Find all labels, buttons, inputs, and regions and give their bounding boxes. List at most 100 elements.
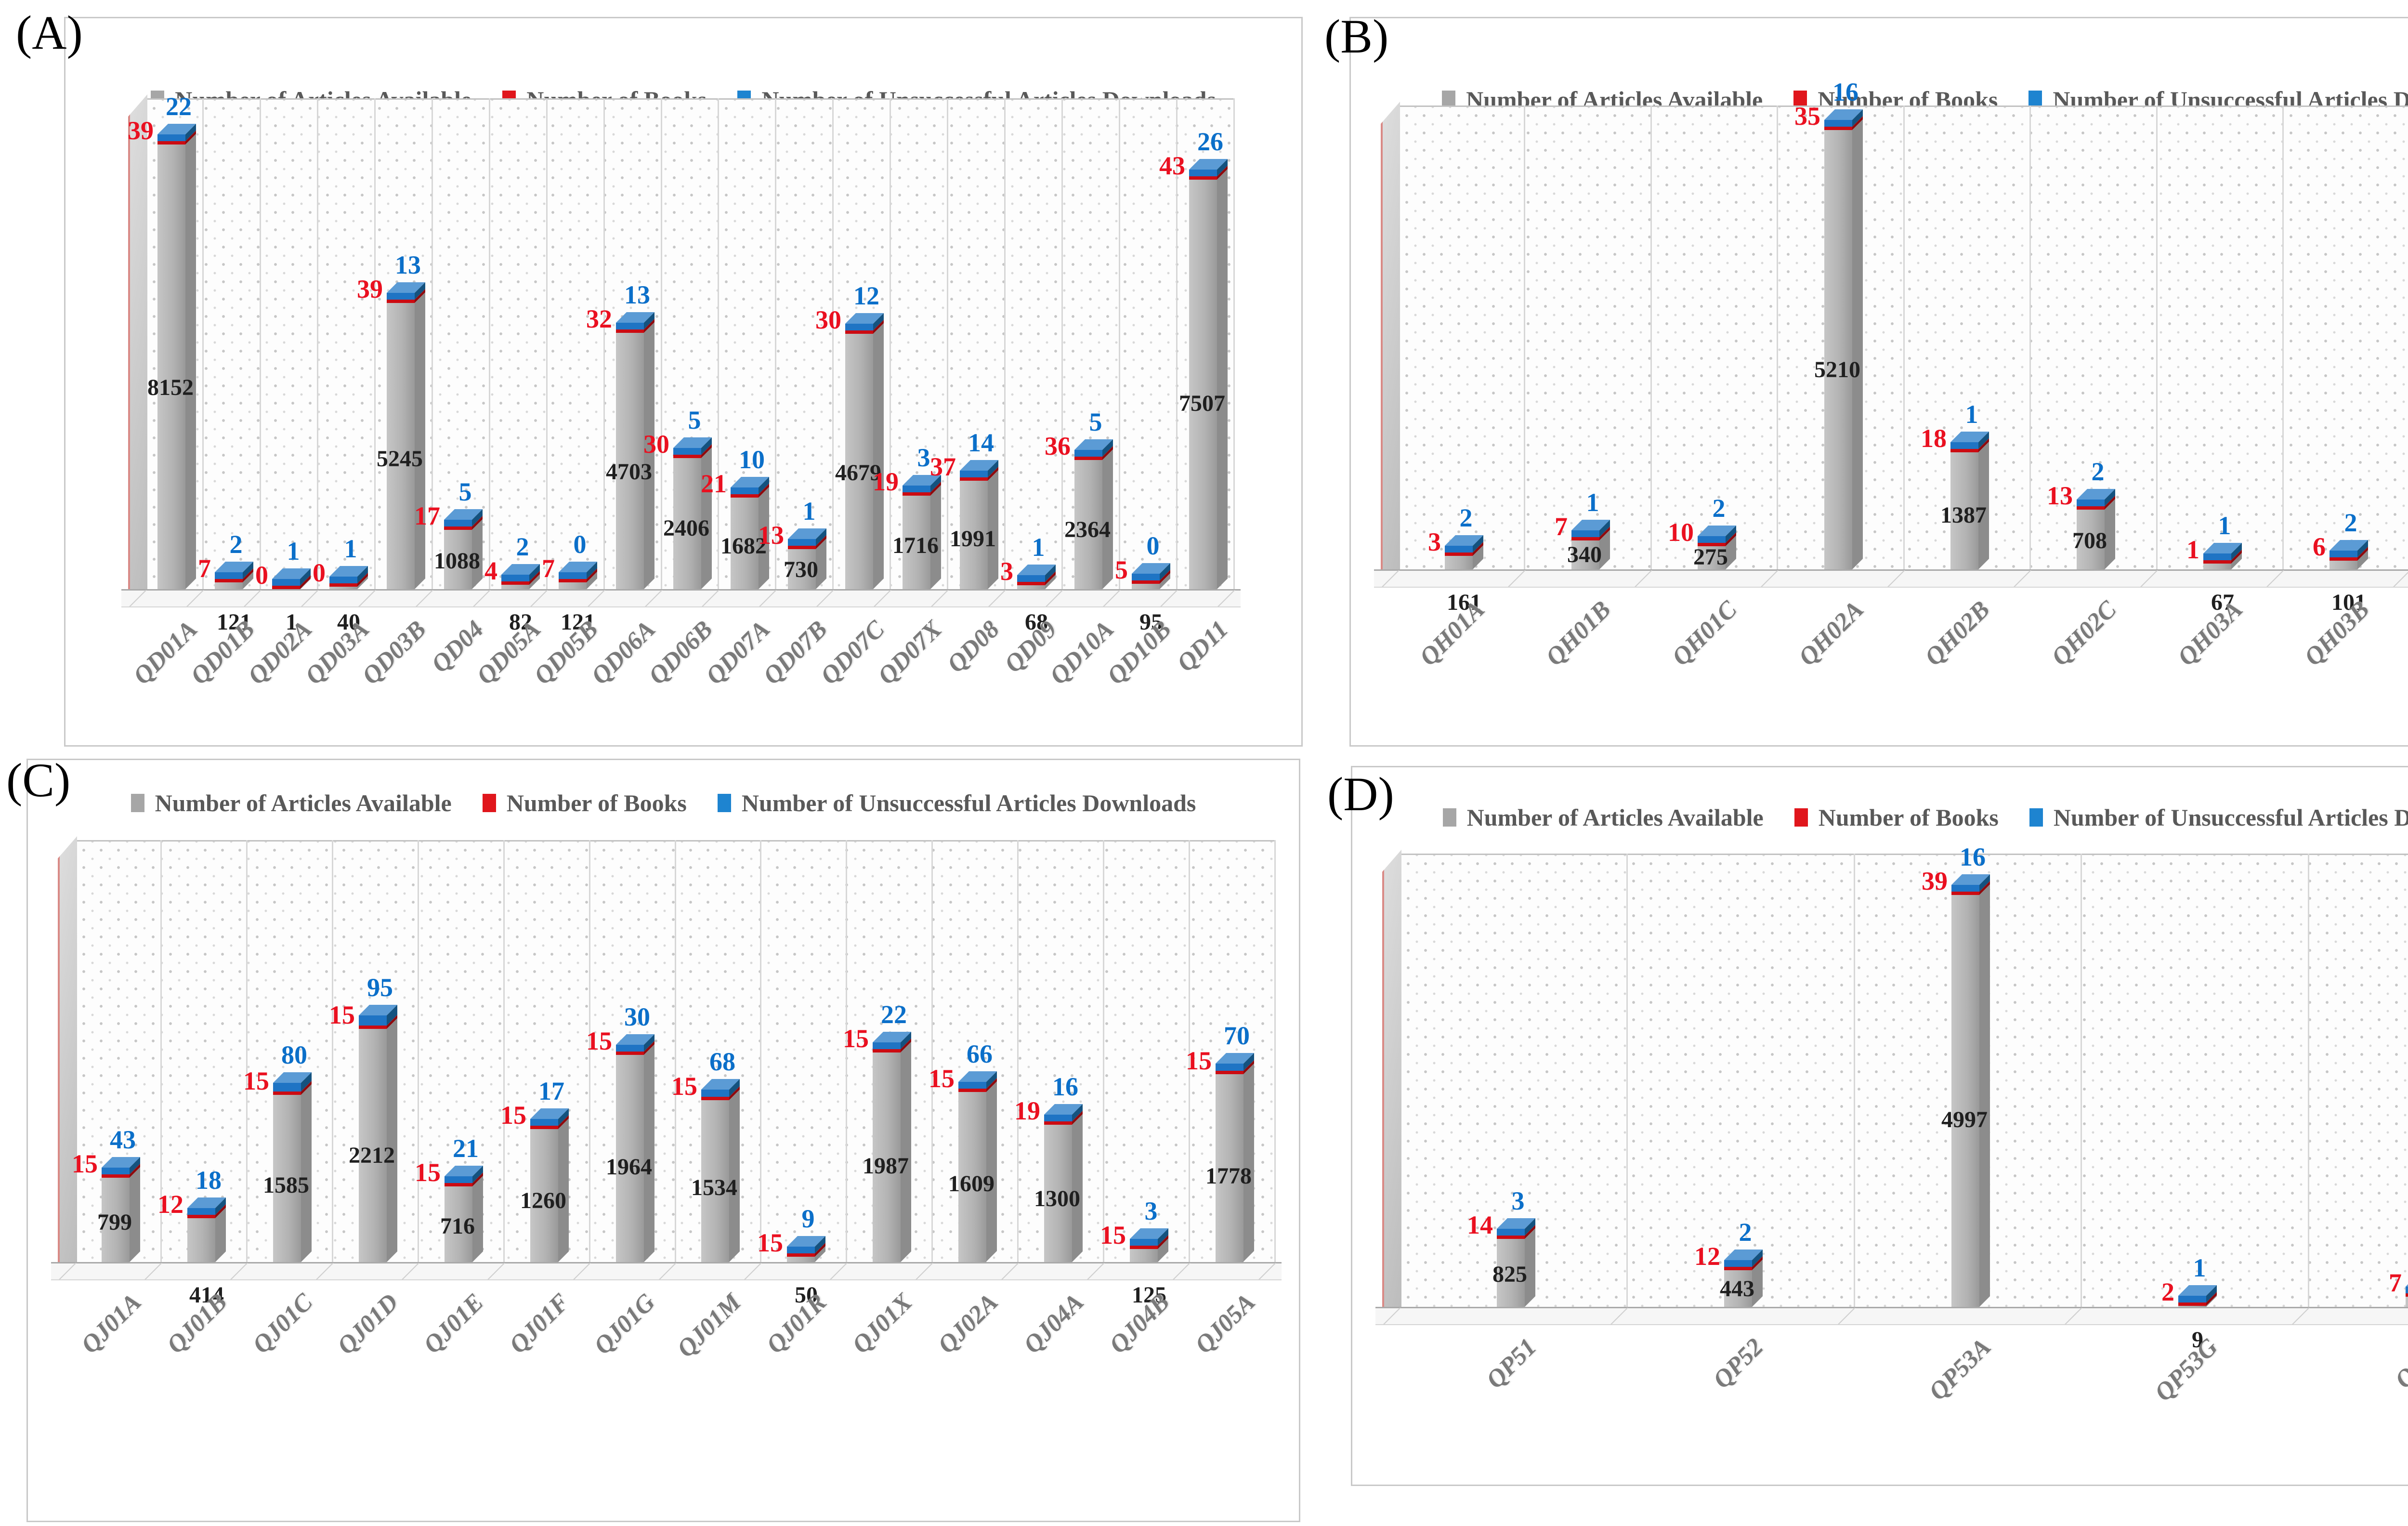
- plot-area: 43 15 799 QJ01A 18 12 414 QJ01B 80 15 1585 QJ01C 95 1…: [28, 760, 1299, 1521]
- bar-segment: [1132, 580, 1160, 584]
- downloads-value-label: 1: [2193, 1253, 2206, 1282]
- legend-swatch-icon: [1794, 808, 1808, 827]
- bar-segment: [731, 487, 759, 494]
- bar-segment: [1698, 536, 1726, 543]
- books-value-label: 7: [1555, 512, 1568, 541]
- bar-segment: [701, 1096, 729, 1100]
- bar-segment: [1824, 127, 1852, 130]
- bar-segment: [1724, 1260, 1752, 1267]
- bar-segment: [1497, 1236, 1525, 1239]
- bar-segment: [157, 145, 185, 589]
- gridline: [1903, 105, 1905, 569]
- downloads-value-label: 22: [166, 92, 192, 121]
- bar-segment: [559, 582, 587, 589]
- panel-label-A: (A): [16, 6, 83, 59]
- legend-label: Number of Books: [1818, 804, 1999, 831]
- bar-segment: [2178, 1302, 2206, 1306]
- bar-QP52: [1724, 1250, 1763, 1307]
- downloads-value-label: 18: [196, 1166, 222, 1195]
- bar-segment: [102, 1178, 130, 1262]
- downloads-value-label: 2: [516, 532, 529, 561]
- bar-segment: [1017, 585, 1045, 589]
- bar-segment: [444, 520, 472, 526]
- gridline: [890, 98, 891, 589]
- articles-value-label: 1088: [434, 548, 480, 574]
- gridline: [1119, 98, 1120, 589]
- gridline: [546, 98, 548, 589]
- bar-segment: [387, 300, 415, 303]
- panel-label-D: (D): [1327, 767, 1394, 821]
- downloads-value-label: 30: [624, 1002, 650, 1031]
- articles-value-label: 82: [509, 609, 532, 635]
- legend-label: Number of Articles Available: [155, 789, 452, 816]
- gridline: [675, 840, 676, 1262]
- books-value-label: 15: [500, 1101, 526, 1130]
- gridline: [2029, 105, 2031, 569]
- bar-segment: [1445, 546, 1473, 553]
- bar-QJ04A: [1044, 1104, 1083, 1262]
- category-label-QJ02A: QJ02A: [932, 1288, 1004, 1359]
- bar-segment: [215, 579, 243, 582]
- bar-segment: [559, 579, 587, 582]
- books-value-label: 36: [1045, 432, 1071, 460]
- bar-segment: [157, 141, 185, 145]
- gridline: [317, 98, 318, 589]
- bar-QD05B: [559, 562, 597, 589]
- articles-value-label: 1991: [950, 526, 996, 552]
- gridline: [846, 840, 847, 1262]
- bar-segment: [1950, 442, 1978, 449]
- books-value-label: 15: [415, 1158, 441, 1187]
- legend: Number of Articles Available Number of Bo…: [1352, 803, 2408, 831]
- articles-value-label: 67: [2211, 590, 2234, 615]
- bar-segment: [444, 526, 472, 530]
- bar-QD11: [1189, 159, 1228, 589]
- books-value-label: 2: [2161, 1277, 2174, 1306]
- books-value-label: 0: [255, 561, 268, 590]
- downloads-value-label: 13: [395, 250, 421, 279]
- downloads-value-label: 3: [1144, 1197, 1158, 1225]
- articles-value-label: 1300: [1034, 1186, 1080, 1211]
- gridline: [775, 98, 776, 589]
- articles-value-label: 708: [2072, 528, 2107, 553]
- bar-QD01A: [157, 124, 196, 589]
- downloads-value-label: 0: [573, 530, 587, 559]
- bar-segment: [1571, 540, 1599, 569]
- legend-item: Number of Articles Available: [1442, 803, 1764, 831]
- bar-segment: [501, 575, 529, 581]
- bar-segment: [1132, 574, 1160, 580]
- books-value-label: 14: [1467, 1210, 1493, 1239]
- bar-side-face: [1217, 169, 1228, 589]
- books-value-label: 19: [1014, 1096, 1040, 1125]
- legend-item: Number of Unsuccessful Articles Download…: [717, 789, 1196, 817]
- articles-value-label: 414: [189, 1282, 224, 1308]
- gridline: [260, 98, 261, 589]
- articles-value-label: 40: [337, 609, 360, 635]
- books-value-label: 15: [329, 1000, 355, 1029]
- gridline: [503, 840, 505, 1262]
- bar-segment: [1189, 176, 1217, 180]
- category-label-QP53A: QP53A: [1923, 1333, 1996, 1406]
- bar-segment: [530, 1119, 558, 1126]
- books-value-label: 5: [1115, 555, 1128, 584]
- panel-D: (D) Number of Articles Available Number o…: [1327, 766, 2408, 1486]
- legend-item: Number of Articles Available: [131, 789, 452, 817]
- articles-value-label: 1534: [691, 1175, 737, 1200]
- legend-swatch-icon: [717, 794, 731, 812]
- articles-value-label: 340: [1567, 542, 1602, 567]
- category-label-QH01B: QH01B: [1540, 595, 1616, 671]
- legend-swatch-icon: [1442, 808, 1456, 827]
- gridline: [760, 840, 761, 1262]
- books-value-label: 0: [313, 558, 326, 587]
- panel-C: (C) Number of Articles Available Number o…: [6, 756, 1300, 1522]
- bar-segment: [1445, 556, 1473, 570]
- articles-value-label: 1585: [263, 1172, 309, 1198]
- articles-value-label: 1609: [948, 1171, 995, 1197]
- books-value-label: 15: [243, 1066, 269, 1095]
- articles-value-label: 161: [1447, 590, 1481, 615]
- bar-segment: [731, 494, 759, 498]
- bar-segment: [1130, 1246, 1158, 1249]
- downloads-value-label: 0: [1146, 531, 1160, 560]
- gridline: [432, 98, 433, 589]
- plot-area: 2 3 161 QH01A 1 7 340 QH01B 2 10 275 QH01C 16 35 5210 Q…: [1351, 18, 2408, 745]
- gridline: [160, 840, 162, 1262]
